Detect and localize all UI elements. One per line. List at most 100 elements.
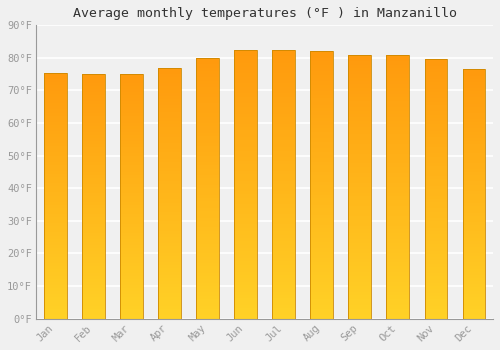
Bar [82, 74, 104, 77]
Bar [424, 176, 448, 179]
Bar [386, 58, 409, 61]
Bar [462, 194, 485, 197]
Bar [196, 90, 219, 94]
Bar [44, 220, 66, 223]
Bar [462, 297, 485, 300]
Bar [462, 210, 485, 212]
Bar [386, 302, 409, 305]
Bar [120, 291, 142, 294]
Bar [44, 100, 66, 103]
Bar [120, 217, 142, 220]
Bar [348, 144, 371, 147]
Bar [462, 290, 485, 294]
Bar [272, 53, 295, 56]
Bar [44, 205, 66, 208]
Bar [348, 127, 371, 131]
Bar [348, 282, 371, 286]
Bar [272, 218, 295, 221]
Bar [310, 61, 333, 65]
Bar [462, 241, 485, 244]
Bar [44, 313, 66, 315]
Bar [82, 224, 104, 227]
Bar [348, 160, 371, 163]
Bar [234, 275, 257, 278]
Bar [82, 138, 104, 141]
Bar [44, 211, 66, 214]
Bar [310, 315, 333, 318]
Bar [158, 196, 181, 200]
Bar [272, 191, 295, 194]
Bar [196, 273, 219, 276]
Bar [120, 266, 142, 270]
Bar [424, 189, 448, 192]
Bar [82, 74, 104, 318]
Bar [424, 160, 448, 163]
Bar [196, 117, 219, 120]
Bar [44, 174, 66, 177]
Bar [234, 224, 257, 228]
Bar [120, 126, 142, 129]
Bar [348, 114, 371, 117]
Bar [348, 256, 371, 259]
Bar [44, 159, 66, 162]
Bar [310, 288, 333, 292]
Bar [196, 110, 219, 113]
Bar [386, 315, 409, 318]
Bar [82, 227, 104, 230]
Bar [462, 191, 485, 194]
Bar [386, 78, 409, 81]
Bar [196, 279, 219, 283]
Bar [44, 202, 66, 205]
Bar [120, 215, 142, 217]
Bar [272, 104, 295, 107]
Bar [386, 170, 409, 173]
Bar [424, 251, 448, 254]
Bar [44, 315, 66, 318]
Bar [272, 120, 295, 124]
Bar [44, 189, 66, 193]
Bar [158, 303, 181, 306]
Bar [462, 172, 485, 175]
Bar [120, 196, 142, 199]
Bar [386, 256, 409, 259]
Bar [424, 312, 448, 315]
Bar [310, 102, 333, 105]
Bar [44, 279, 66, 282]
Bar [462, 309, 485, 312]
Bar [82, 276, 104, 279]
Bar [196, 257, 219, 260]
Bar [310, 252, 333, 255]
Bar [44, 266, 66, 270]
Bar [82, 208, 104, 211]
Bar [44, 165, 66, 168]
Bar [82, 220, 104, 224]
Bar [272, 238, 295, 241]
Bar [310, 88, 333, 91]
Bar [234, 218, 257, 221]
Bar [424, 293, 448, 296]
Bar [82, 242, 104, 245]
Bar [348, 269, 371, 272]
Bar [386, 91, 409, 94]
Bar [272, 204, 295, 208]
Bar [348, 193, 371, 196]
Bar [424, 241, 448, 244]
Bar [120, 233, 142, 236]
Bar [386, 249, 409, 253]
Bar [386, 309, 409, 312]
Bar [234, 87, 257, 90]
Bar [310, 108, 333, 111]
Bar [196, 133, 219, 136]
Bar [462, 156, 485, 160]
Bar [234, 167, 257, 171]
Bar [158, 309, 181, 312]
Bar [462, 153, 485, 156]
Bar [348, 154, 371, 157]
Bar [234, 288, 257, 292]
Bar [196, 263, 219, 266]
Bar [82, 86, 104, 89]
Bar [196, 309, 219, 312]
Bar [462, 116, 485, 119]
Bar [310, 141, 333, 145]
Bar [310, 215, 333, 218]
